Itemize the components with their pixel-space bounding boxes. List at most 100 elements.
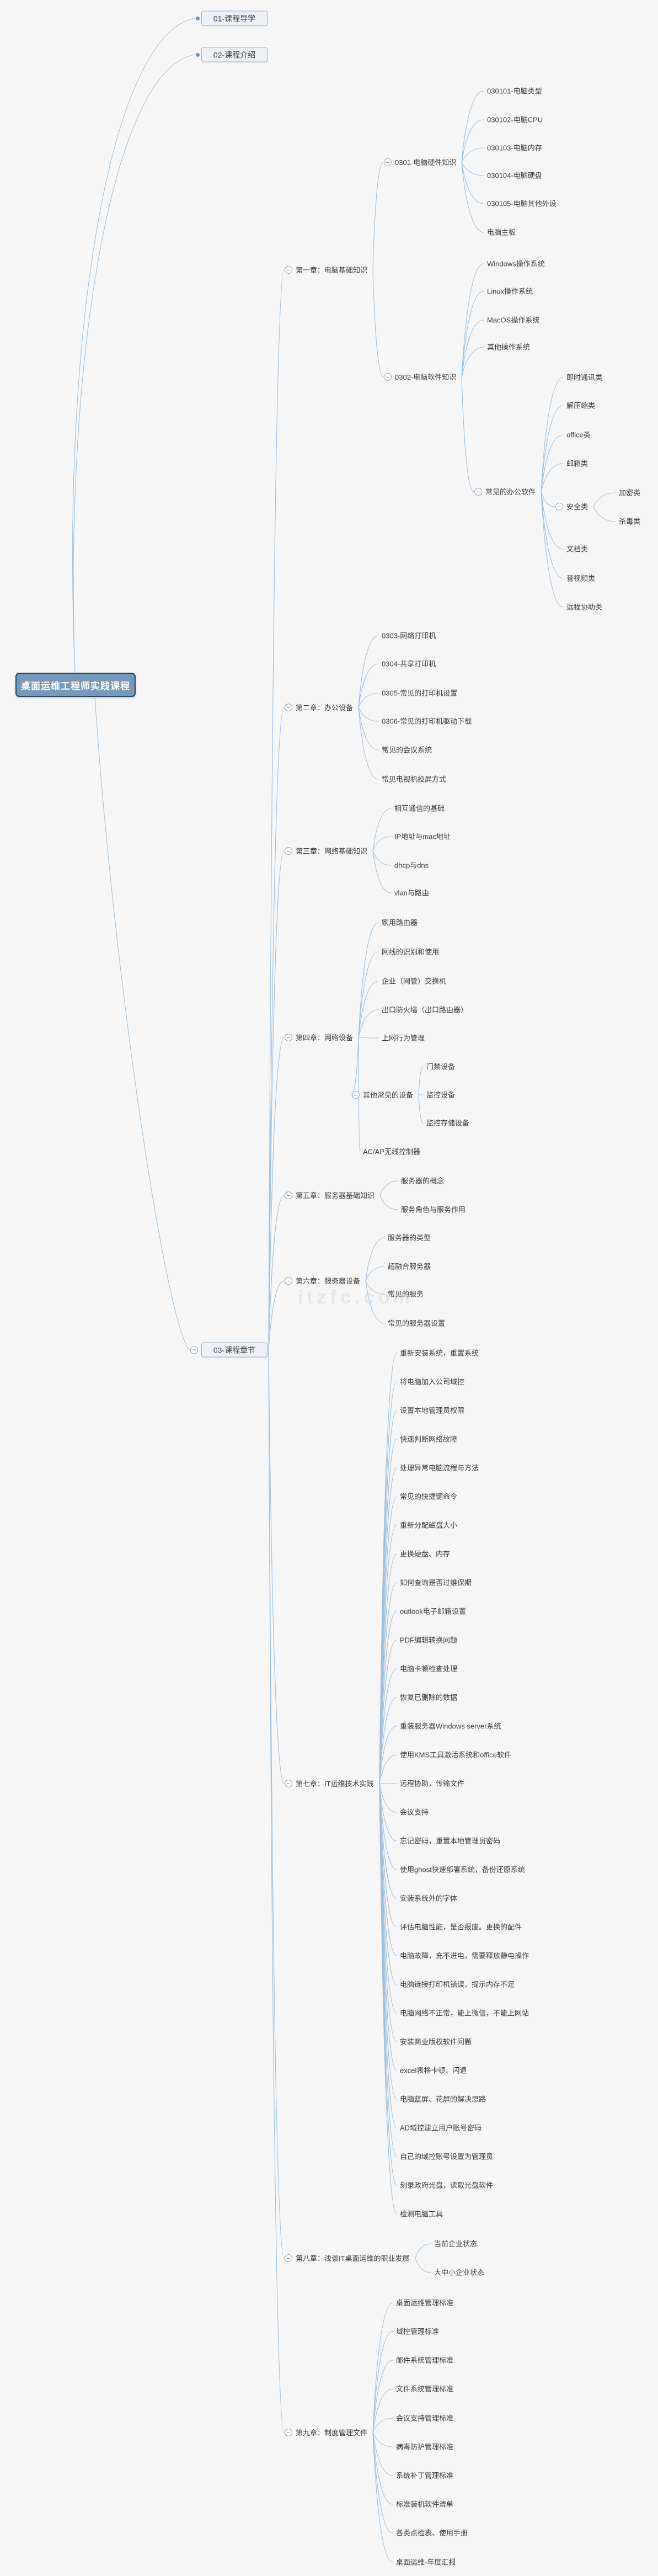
leaf-topic[interactable]: 使用KMS工具激活系统和office软件	[400, 1752, 511, 1759]
leaf-topic[interactable]: 桌面运维管理标准	[396, 2300, 453, 2307]
collapse-minus-icon[interactable]	[285, 704, 292, 711]
leaf-topic[interactable]: 企业（网管）交换机	[382, 978, 446, 985]
leaf-topic[interactable]: 电脑网络不正常，能上微信，不能上网站	[400, 2010, 529, 2017]
leaf-topic[interactable]: Linux操作系统	[487, 288, 533, 295]
leaf-topic[interactable]: 030105-电脑其他外设	[487, 200, 557, 207]
leaf-topic[interactable]: 文档类	[566, 546, 588, 553]
leaf-topic[interactable]: 安装系统外的字体	[400, 1895, 457, 1902]
branch-topic[interactable]: 第二章：办公设备	[285, 704, 353, 711]
leaf-topic[interactable]: 0306-常见的打印机驱动下载	[382, 718, 472, 725]
leaf-topic[interactable]: 更换硬盘、内存	[400, 1551, 450, 1558]
leaf-topic[interactable]: 电脑卡顿检查处理	[400, 1665, 457, 1673]
leaf-topic[interactable]: 监控设备	[426, 1092, 455, 1099]
leaf-topic[interactable]: 各类点检表、使用手册	[396, 2530, 468, 2537]
leaf-topic[interactable]: 030102-电脑CPU	[487, 116, 543, 124]
leaf-topic[interactable]: 电脑链接打印机错误，提示内存不足	[400, 1981, 515, 1988]
leaf-topic[interactable]: 门禁设备	[426, 1063, 455, 1071]
leaf-topic[interactable]: 杀毒类	[619, 518, 640, 525]
collapse-minus-icon[interactable]	[285, 2429, 292, 2436]
collapse-minus-icon[interactable]	[285, 266, 292, 274]
floating-topic[interactable]: 01-课程导学	[196, 10, 268, 26]
branch-topic[interactable]: 第三章：网络基础知识	[285, 847, 367, 855]
leaf-topic[interactable]: 桌面运维-年度汇报	[396, 2559, 456, 2566]
leaf-topic[interactable]: 域控管理标准	[396, 2328, 439, 2335]
leaf-topic[interactable]: 监控存储设备	[426, 1120, 469, 1127]
leaf-topic[interactable]: 030103-电脑内存	[487, 145, 542, 152]
branch-topic[interactable]: 第一章：电脑基础知识	[285, 266, 367, 274]
leaf-topic[interactable]: 恢复已删除的数据	[400, 1694, 457, 1701]
leaf-topic[interactable]: 音视频类	[566, 575, 595, 582]
leaf-topic[interactable]: vlan与路由	[394, 890, 429, 897]
leaf-topic[interactable]: 文件系统管理标准	[396, 2386, 453, 2393]
leaf-topic[interactable]: 030101-电脑类型	[487, 88, 542, 95]
collapse-minus-icon[interactable]	[285, 1277, 292, 1285]
leaf-topic[interactable]: 设置本地管理员权限	[400, 1407, 464, 1414]
branch-topic[interactable]: 第八章：浅谈IT桌面运维的职业发展	[285, 2254, 410, 2262]
branch-topic[interactable]: 第四章：网络设备	[285, 1034, 353, 1041]
branch-topic[interactable]: 第九章：制度管理文件	[285, 2429, 367, 2436]
branch-topic[interactable]: 第六章：服务器设备	[285, 1277, 360, 1285]
leaf-topic[interactable]: 家用路由器	[382, 919, 418, 927]
leaf-topic[interactable]: office类	[566, 432, 591, 439]
collapse-minus-icon[interactable]	[474, 488, 482, 496]
leaf-topic[interactable]: 安装商业版权软件问题	[400, 2039, 472, 2046]
leaf-topic[interactable]: 常见的服务	[388, 1291, 424, 1298]
leaf-topic[interactable]: 邮件系统管理标准	[396, 2357, 453, 2364]
leaf-topic[interactable]: 当前企业状态	[434, 2240, 477, 2248]
leaf-topic[interactable]: MacOS操作系统	[487, 317, 539, 324]
leaf-topic[interactable]: AC/AP无线控制器	[363, 1148, 420, 1156]
leaf-topic[interactable]: 电脑蓝屏、花屏的解决思路	[400, 2096, 486, 2103]
leaf-topic[interactable]: 评估电脑性能，是否报废。更换的配件	[400, 1924, 522, 1931]
leaf-topic[interactable]: 系统补丁管理标准	[396, 2472, 453, 2479]
leaf-topic[interactable]: IP地址与mac地址	[394, 833, 451, 840]
leaf-topic[interactable]: 重装服务器Windows server系统	[400, 1723, 501, 1730]
leaf-topic[interactable]: 常见的快捷键命令	[400, 1493, 457, 1500]
collapse-minus-icon[interactable]	[285, 847, 292, 855]
leaf-topic[interactable]: 服务器的类型	[388, 1234, 431, 1242]
collapse-minus-icon[interactable]	[384, 158, 392, 166]
collapse-minus-icon[interactable]	[384, 373, 392, 381]
leaf-topic[interactable]: 0304-共享打印机	[382, 661, 436, 668]
leaf-topic[interactable]: PDF编辑转换问题	[400, 1637, 457, 1644]
leaf-topic[interactable]: 服务角色与服务作用	[401, 1206, 466, 1214]
leaf-topic[interactable]: 服务器的概念	[401, 1178, 444, 1185]
leaf-topic[interactable]: 标准装机软件清单	[396, 2501, 453, 2508]
leaf-topic[interactable]: 将电脑加入公司域控	[400, 1379, 464, 1386]
leaf-topic[interactable]: 刻录政府光盘，读取光盘软件	[400, 2182, 493, 2189]
leaf-topic[interactable]: 邮箱类	[566, 460, 588, 467]
branch-topic[interactable]: 0302-电脑软件知识	[384, 373, 456, 381]
leaf-topic[interactable]: AD域控建立用户账号密码	[400, 2125, 482, 2132]
branch-topic[interactable]: 安全类	[555, 503, 588, 510]
leaf-topic[interactable]: excel表格卡顿、闪退	[400, 2067, 467, 2074]
leaf-topic[interactable]: 相互通信的基础	[394, 805, 445, 812]
leaf-topic[interactable]: 检测电脑工具	[400, 2211, 443, 2218]
leaf-topic[interactable]: 使用ghost快速部署系统，备份还原系统	[400, 1866, 525, 1874]
leaf-topic[interactable]: 会议支持管理标准	[396, 2415, 453, 2422]
collapse-minus-icon[interactable]	[190, 1346, 198, 1354]
floating-topic[interactable]: 02-课程介绍	[196, 47, 268, 62]
leaf-topic[interactable]: 常见的服务器设置	[388, 1320, 445, 1327]
leaf-topic[interactable]: 030104-电脑硬盘	[487, 172, 542, 179]
leaf-topic[interactable]: 出口防火墙（出口路由器）	[382, 1007, 468, 1014]
leaf-topic[interactable]: 常见的会议系统	[382, 747, 432, 754]
leaf-topic[interactable]: 电脑主板	[487, 229, 516, 236]
collapse-minus-icon[interactable]	[555, 503, 563, 510]
branch-topic[interactable]: 常见的办公软件	[474, 488, 536, 496]
leaf-topic[interactable]: 重新分配磁盘大小	[400, 1522, 457, 1529]
leaf-topic[interactable]: 网线的识别和使用	[382, 949, 439, 956]
leaf-topic[interactable]: 电脑故障，充不进电，需要释放静电操作	[400, 1952, 529, 1960]
root-topic[interactable]: 桌面运维工程师实践课程	[15, 673, 136, 697]
leaf-topic[interactable]: 即时通讯类	[566, 374, 602, 381]
collapse-minus-icon[interactable]	[285, 1780, 292, 1787]
branch-topic[interactable]: 第五章：服务器基础知识	[285, 1191, 375, 1199]
leaf-topic[interactable]: 0303-网络打印机	[382, 632, 436, 640]
leaf-topic[interactable]: 处理异常电脑流程与方法	[400, 1465, 479, 1472]
leaf-topic[interactable]: 大中小企业状态	[434, 2269, 484, 2276]
collapse-minus-icon[interactable]	[285, 1034, 292, 1041]
branch-topic[interactable]: 其他常见的设备	[352, 1091, 413, 1099]
leaf-topic[interactable]: 超融合服务器	[388, 1263, 431, 1270]
leaf-topic[interactable]: 会议支持	[400, 1809, 429, 1816]
leaf-topic[interactable]: 解压缩类	[566, 402, 595, 409]
collapse-minus-icon[interactable]	[285, 1191, 292, 1199]
collapse-minus-icon[interactable]	[285, 2254, 292, 2262]
